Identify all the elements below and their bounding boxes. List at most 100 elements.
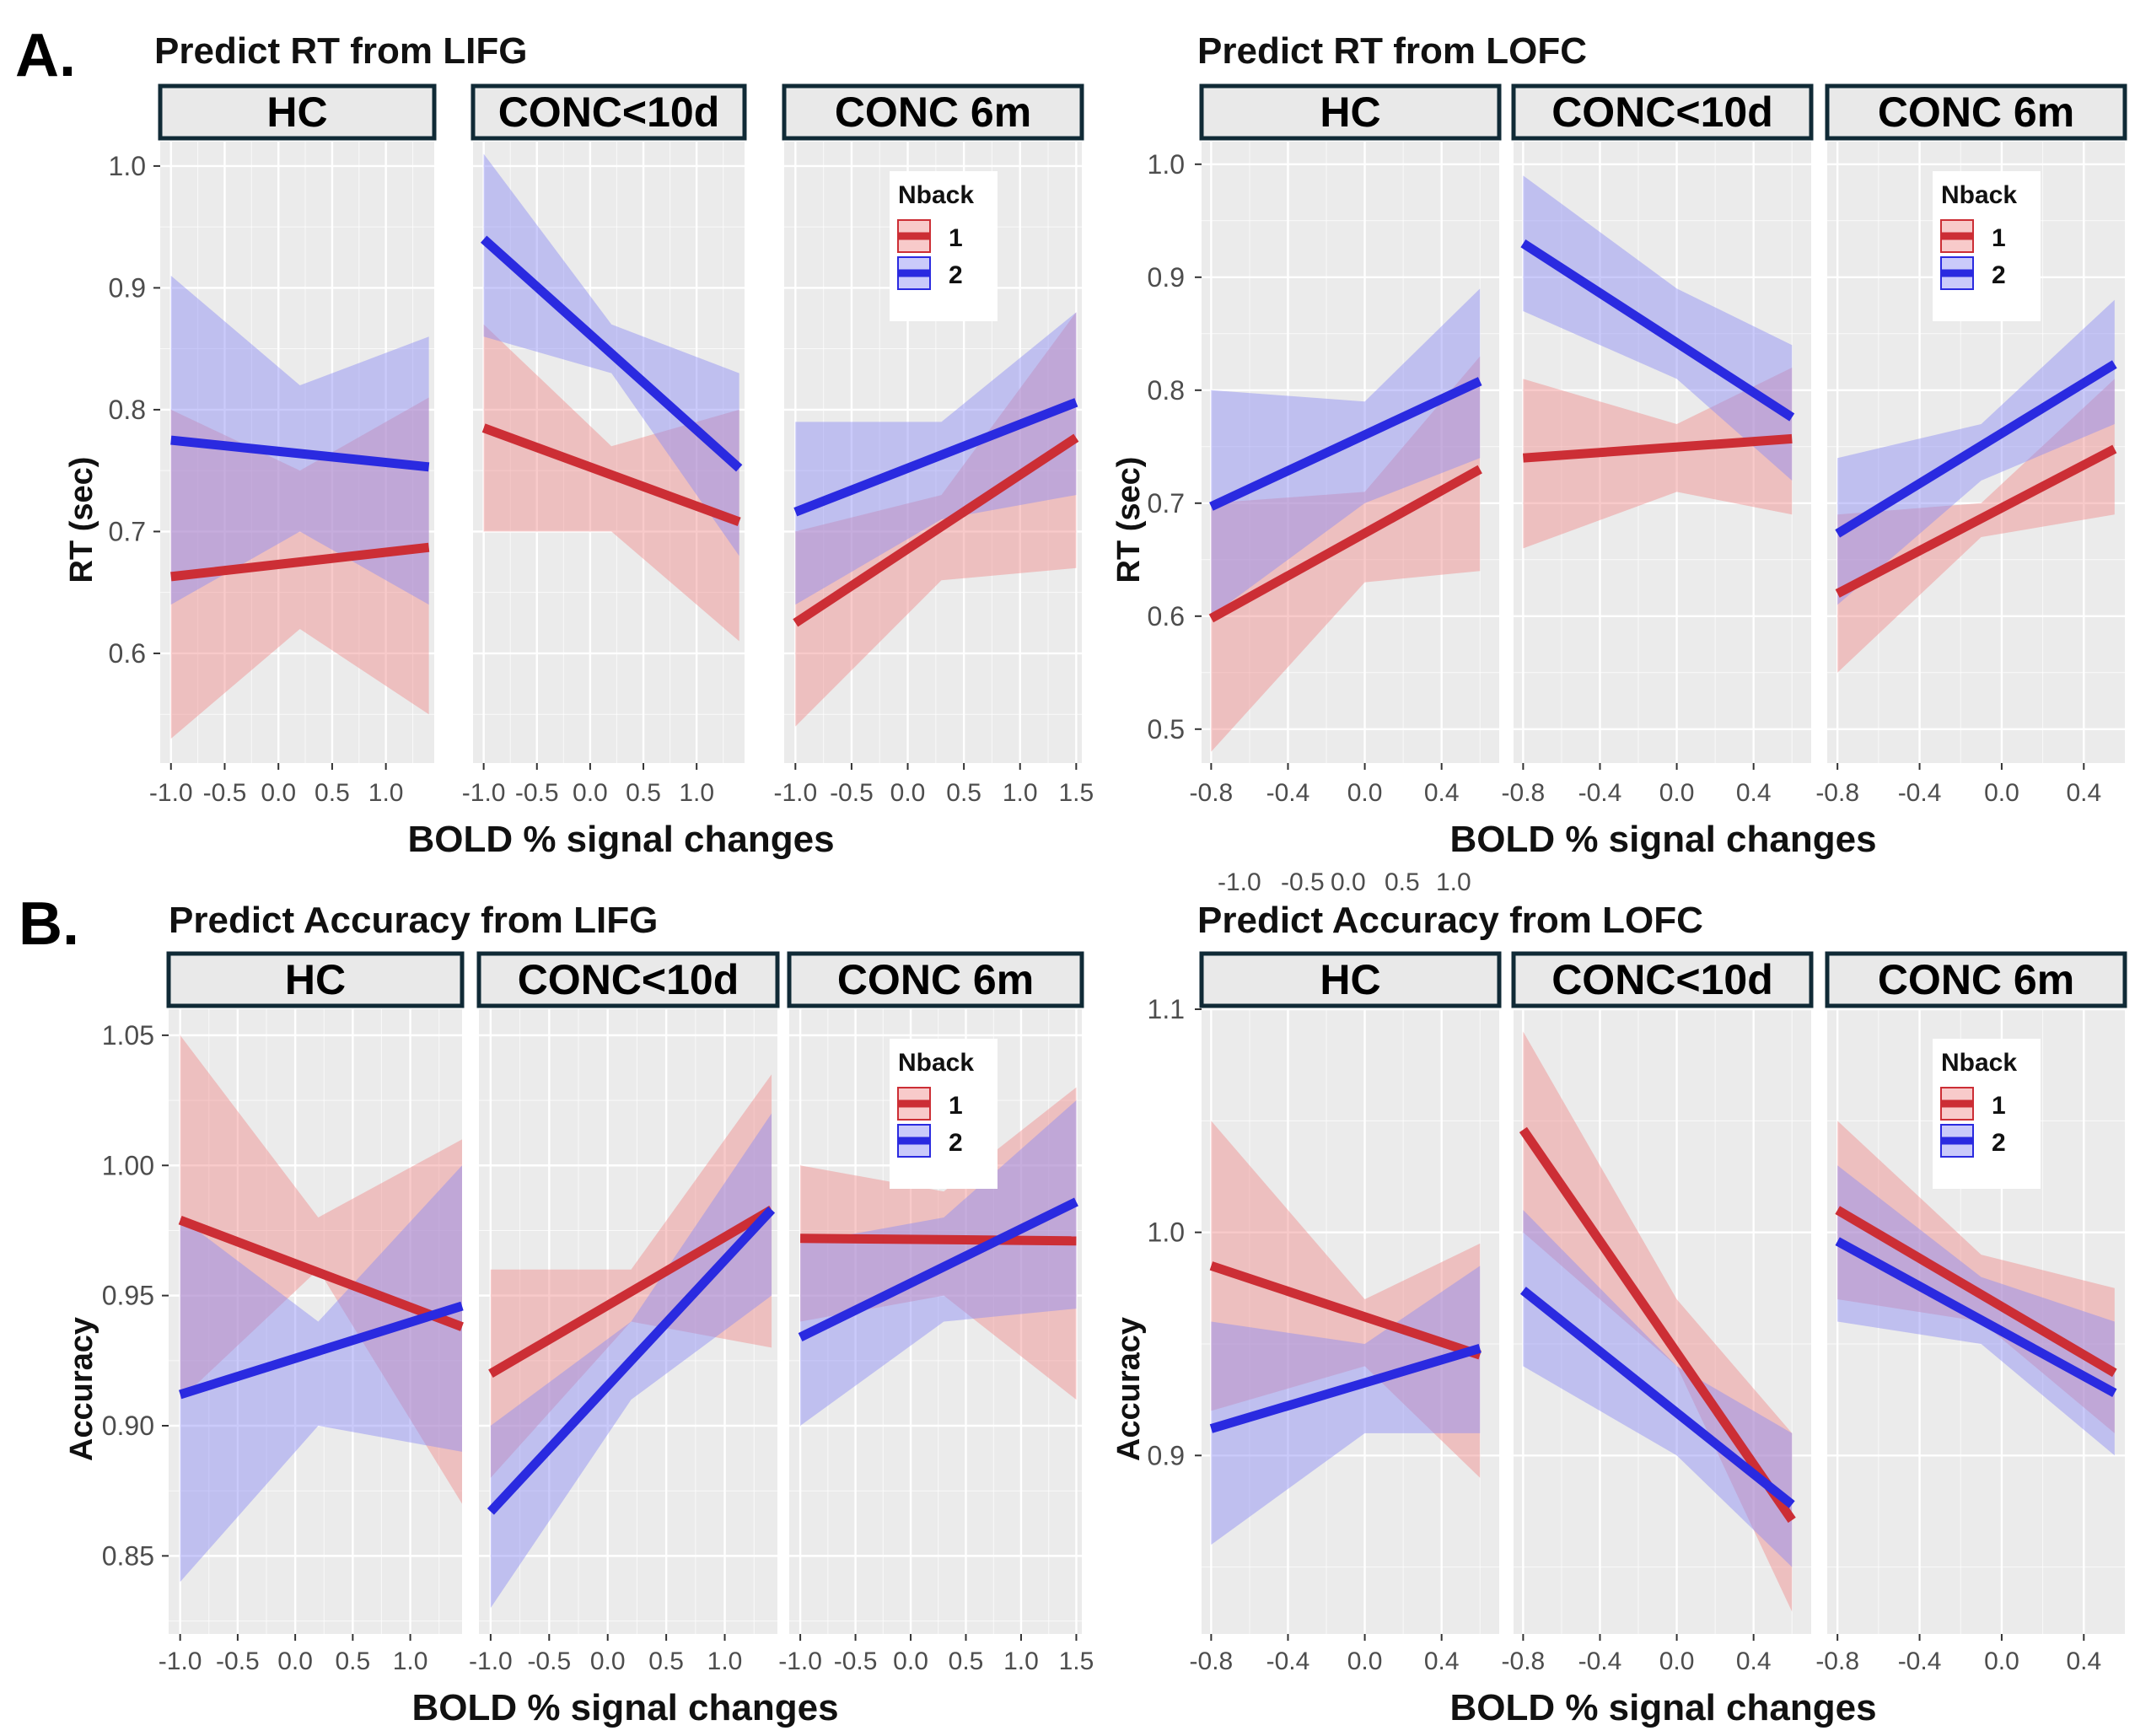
facet-strip-label: CONC<10d bbox=[1551, 89, 1773, 136]
legend-box bbox=[890, 171, 998, 321]
x-tick-label: 1.0 bbox=[368, 779, 404, 807]
confidence-band-nback-1 bbox=[1211, 356, 1481, 752]
fit-line-nback-2 bbox=[1209, 1343, 1482, 1433]
x-tick-label: -0.4 bbox=[1266, 779, 1310, 807]
facet-strip bbox=[1199, 951, 1502, 1008]
x-tick-label: -0.8 bbox=[1190, 1647, 1234, 1675]
facet-strip-label: CONC 6m bbox=[837, 956, 1034, 1003]
x-tick-label: -1.0 bbox=[778, 1647, 822, 1675]
facet-strip bbox=[787, 951, 1084, 1008]
facet-strip bbox=[1825, 83, 2127, 141]
chart-title: Predict Accuracy from LOFC bbox=[1197, 900, 1703, 941]
panel-label-a: A. bbox=[15, 22, 76, 89]
chart-title: Predict Accuracy from LIFG bbox=[169, 900, 658, 941]
confidence-band-nback-2 bbox=[1211, 288, 1481, 616]
facet-strip bbox=[782, 83, 1084, 141]
plot-panel bbox=[1202, 1009, 1499, 1634]
x-tick-label: -0.5 bbox=[203, 779, 247, 807]
confidence-band-nback-1 bbox=[1523, 368, 1793, 549]
facet-strip-label: CONC 6m bbox=[1878, 89, 2074, 136]
x-tick-label: -0.4 bbox=[1898, 1647, 1942, 1675]
legend-box bbox=[890, 1039, 998, 1189]
legend: Nback 1 2 bbox=[1933, 171, 2041, 321]
legend-title: Nback bbox=[1941, 181, 2017, 209]
facet-strip bbox=[1511, 83, 1814, 141]
confidence-band-nback-2 bbox=[800, 1100, 1077, 1426]
x-tick-label: -1.0 bbox=[469, 1647, 513, 1675]
confidence-band-nback-1 bbox=[170, 397, 429, 739]
x-tick-label: -0.5 bbox=[527, 1647, 571, 1675]
fit-line-nback-1 bbox=[1208, 465, 1482, 623]
legend: Nback 1 2 bbox=[1933, 1039, 2041, 1189]
fit-line-nback-1 bbox=[793, 433, 1079, 627]
x-tick-label: -0.8 bbox=[1502, 1647, 1546, 1675]
confidence-band-nback-2 bbox=[180, 1165, 462, 1583]
x-tick-label: 1.0 bbox=[1003, 1647, 1039, 1675]
facet-conc6m: CONC 6m -1.0 -0.5 0.0 0.5 1.0 1.5 Nback 1 2 bbox=[778, 951, 1094, 1675]
confidence-band-nback-2 bbox=[170, 275, 429, 605]
fit-line-nback-1 bbox=[1835, 1206, 2117, 1378]
fit-line-nback-1 bbox=[1835, 444, 2117, 598]
facet-strip-label: CONC 6m bbox=[835, 89, 1031, 136]
confidence-band-nback-1 bbox=[490, 1074, 772, 1478]
y-tick-label: 0.8 bbox=[1148, 375, 1185, 406]
fit-line-nback-2 bbox=[178, 1301, 464, 1400]
y-tick-label: 0.6 bbox=[109, 638, 146, 669]
legend-label-nback-2: 2 bbox=[949, 1129, 963, 1157]
legend-label-nback-1: 1 bbox=[1992, 224, 2006, 252]
facet-strip bbox=[476, 951, 780, 1008]
x-tick-label: 1.0 bbox=[679, 779, 714, 807]
y-axis-title: Accuracy bbox=[1111, 1317, 1147, 1461]
x-tick-label: 0.4 bbox=[1736, 779, 1772, 807]
fit-line-nback-1 bbox=[1519, 1126, 1796, 1524]
legend: Nback 1 2 bbox=[890, 1039, 998, 1189]
facet-hc: HC -0.8 -0.4 0.0 0.4 bbox=[1190, 951, 1502, 1675]
stray-tick-label: 1.0 bbox=[1436, 868, 1471, 896]
x-tick-label: 0.4 bbox=[1736, 1647, 1772, 1675]
y-tick-label: 0.5 bbox=[1148, 714, 1185, 744]
legend-label-nback-1: 1 bbox=[949, 224, 963, 252]
x-tick-label: 0.0 bbox=[1347, 779, 1383, 807]
facet-hc: HC -1.0 -0.5 0.0 0.5 1.0 bbox=[149, 83, 437, 807]
x-tick-label: 0.0 bbox=[1659, 1647, 1695, 1675]
fit-line-nback-2 bbox=[1519, 1287, 1795, 1508]
x-tick-label: 0.0 bbox=[590, 1647, 626, 1675]
facet-strip-label: HC bbox=[285, 956, 346, 1003]
y-tick-label: 1.0 bbox=[109, 151, 146, 181]
facet-conc10d: CONC<10d -0.8 -0.4 0.0 0.4 bbox=[1502, 951, 1814, 1675]
stray-tick-label: -1.0 bbox=[1218, 868, 1261, 896]
x-tick-label: 0.0 bbox=[573, 779, 608, 807]
y-tick-label: 0.8 bbox=[109, 395, 146, 425]
y-tick-label: 0.9 bbox=[109, 272, 146, 303]
fit-line-nback-2 bbox=[793, 398, 1078, 517]
x-tick-label: -0.4 bbox=[1898, 779, 1942, 807]
stray-tick-label: 0.5 bbox=[1385, 868, 1420, 896]
y-tick-label: 1.05 bbox=[102, 1020, 154, 1051]
stray-tick-label: 0.0 bbox=[1331, 868, 1366, 896]
facet-strip bbox=[1199, 83, 1502, 141]
x-tick-label: -0.4 bbox=[1578, 779, 1622, 807]
x-tick-label: -1.0 bbox=[159, 1647, 202, 1675]
y-tick-label: 1.00 bbox=[102, 1150, 154, 1180]
fit-line-nback-1 bbox=[178, 1215, 464, 1331]
fit-line-nback-2 bbox=[170, 435, 430, 472]
confidence-band-nback-2 bbox=[1523, 1210, 1793, 1567]
x-tick-label: 1.0 bbox=[393, 1647, 428, 1675]
chart-title: Predict RT from LOFC bbox=[1197, 30, 1587, 72]
chart-accuracy-lifg: Predict Accuracy from LIFG 0.85 0.90 0.95 1.… bbox=[64, 900, 1094, 1728]
facet-strip-label: HC bbox=[266, 89, 327, 136]
y-axis-title: Accuracy bbox=[64, 1317, 99, 1461]
facet-strip bbox=[1511, 951, 1814, 1008]
x-tick-label: 0.4 bbox=[2066, 1647, 2101, 1675]
x-tick-label: 0.5 bbox=[315, 779, 350, 807]
legend-label-nback-1: 1 bbox=[949, 1092, 963, 1120]
fit-line-nback-2 bbox=[480, 235, 743, 472]
legend-label-nback-2: 2 bbox=[1992, 261, 2006, 289]
chart-rt-lifg: Predict RT from LIFG 0.6 0.7 0.8 0.9 1.0 RT (s… bbox=[64, 30, 1094, 860]
plot-panel bbox=[1202, 142, 1499, 763]
stray-tick-row: -1.0 -0.5 0.0 0.5 1.0 bbox=[1218, 868, 1471, 896]
x-axis-title: BOLD % signal changes bbox=[1449, 819, 1876, 860]
y-tick-label: 0.90 bbox=[102, 1411, 154, 1441]
x-tick-label: -0.8 bbox=[1502, 779, 1546, 807]
